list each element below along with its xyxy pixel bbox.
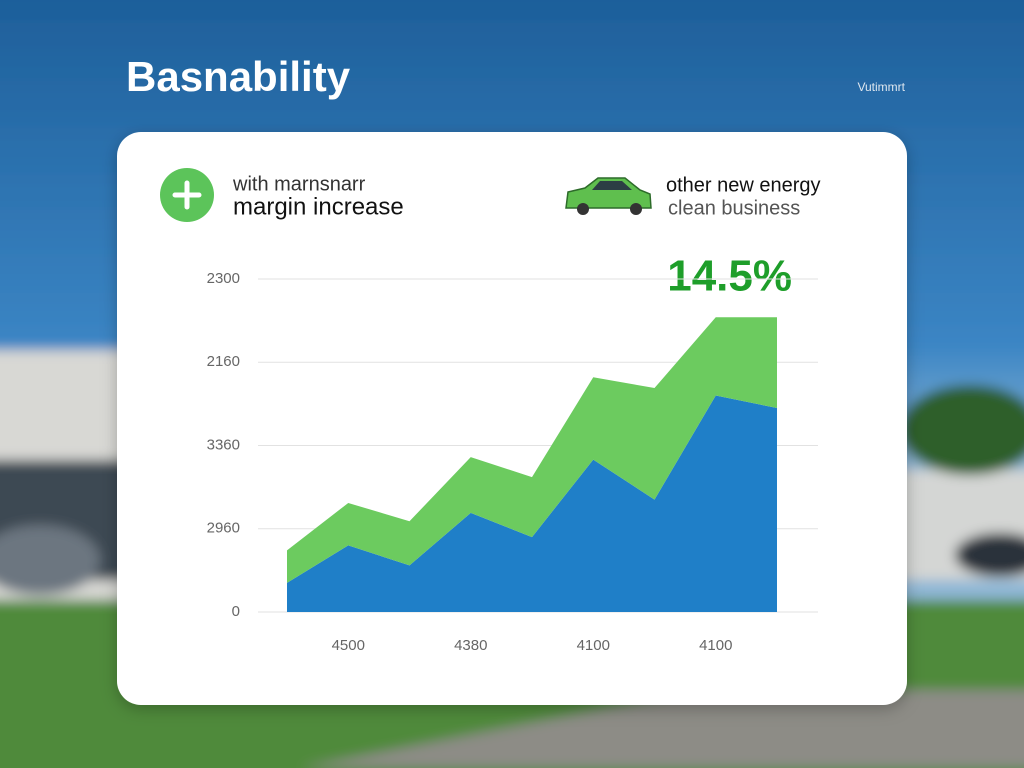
y-tick-label: 0	[232, 603, 240, 620]
car-icon	[565, 177, 652, 215]
x-tick-label: 4380	[454, 637, 487, 654]
annotation: 14.5%	[667, 252, 792, 301]
legend-sublabel: clean business	[668, 197, 800, 219]
legend-sublabel: margin increase	[233, 193, 404, 220]
plus-glyph	[172, 180, 202, 210]
page-title: Basnability	[126, 53, 351, 100]
legend-label: with marnsnarr	[232, 173, 366, 195]
y-tick-label: 2160	[207, 353, 240, 370]
x-tick-label: 4100	[699, 637, 732, 654]
area	[287, 317, 777, 583]
x-tick-label: 4500	[332, 637, 365, 654]
x-tick-label: 4100	[577, 637, 610, 654]
y-tick-label: 2960	[207, 520, 240, 537]
legend-label: other new energy	[666, 174, 821, 196]
tag: Vutimmrt	[857, 80, 905, 94]
area	[287, 395, 777, 612]
y-tick-label: 2300	[207, 270, 240, 287]
y-tick-label: 3360	[207, 436, 240, 453]
